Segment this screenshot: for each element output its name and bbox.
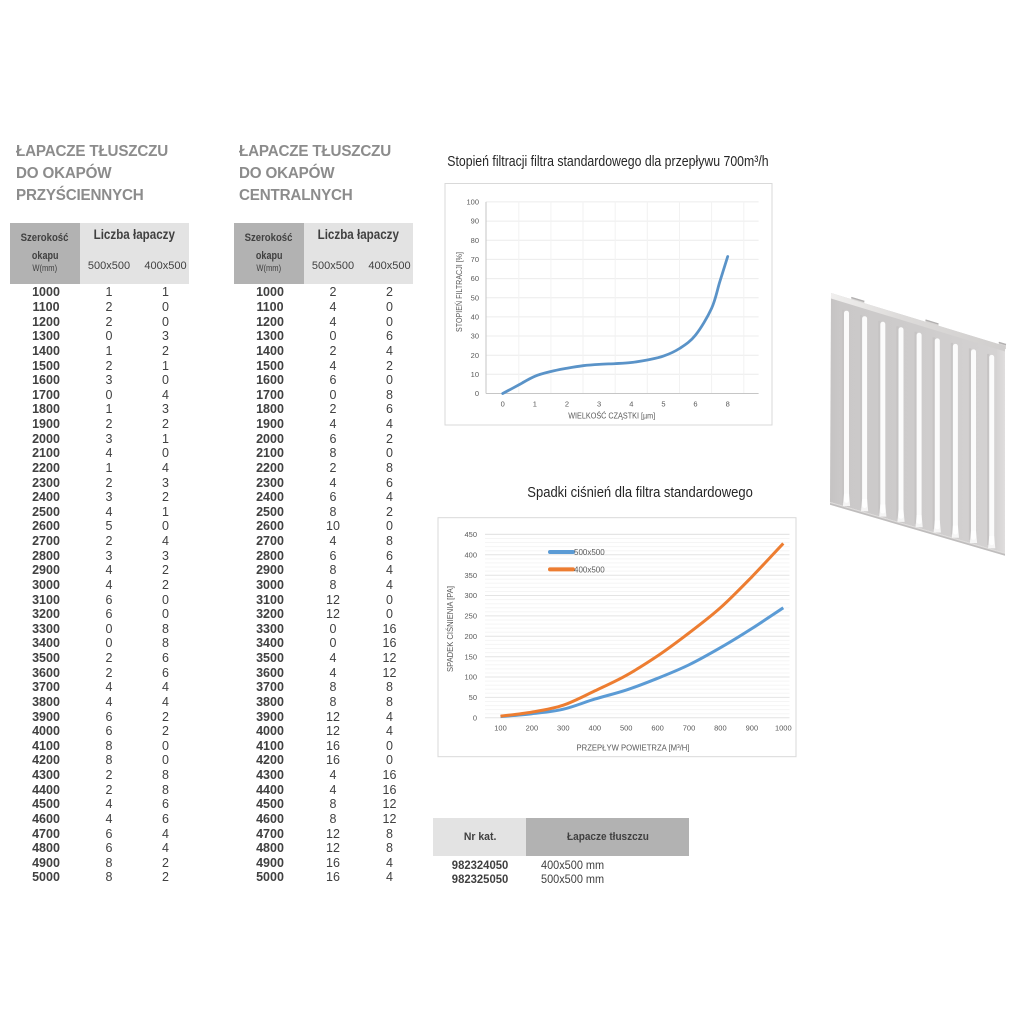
svg-text:400x500: 400x500 <box>574 565 605 574</box>
svg-text:30: 30 <box>471 332 479 341</box>
svg-text:300: 300 <box>557 724 570 733</box>
svg-text:WIELKOŚĆ CZĄSTKI [µm]: WIELKOŚĆ CZĄSTKI [µm] <box>568 412 655 421</box>
svg-text:10: 10 <box>471 370 479 379</box>
svg-text:70: 70 <box>471 255 479 264</box>
svg-text:8: 8 <box>726 400 730 409</box>
svg-text:100: 100 <box>466 198 479 207</box>
svg-text:250: 250 <box>464 612 477 621</box>
svg-text:800: 800 <box>714 724 727 733</box>
svg-text:200: 200 <box>464 632 477 641</box>
svg-text:20: 20 <box>471 351 479 360</box>
svg-text:0: 0 <box>501 400 505 409</box>
svg-text:100: 100 <box>494 724 507 733</box>
svg-text:40: 40 <box>471 313 479 322</box>
svg-text:300: 300 <box>464 591 477 600</box>
svg-text:500: 500 <box>620 724 633 733</box>
svg-text:SPADEK CIŚNIENIA [PA]: SPADEK CIŚNIENIA [PA] <box>446 586 455 672</box>
svg-text:2: 2 <box>565 400 569 409</box>
svg-text:350: 350 <box>464 571 477 580</box>
svg-text:600: 600 <box>651 724 664 733</box>
svg-text:50: 50 <box>471 293 479 302</box>
svg-text:200: 200 <box>526 724 539 733</box>
svg-text:400: 400 <box>464 550 477 559</box>
svg-text:500x500: 500x500 <box>574 548 605 557</box>
svg-text:5: 5 <box>661 400 665 409</box>
svg-text:0: 0 <box>475 389 479 398</box>
svg-text:700: 700 <box>683 724 696 733</box>
svg-text:6: 6 <box>693 400 697 409</box>
svg-text:50: 50 <box>469 693 477 702</box>
svg-text:90: 90 <box>471 217 479 226</box>
svg-text:400: 400 <box>589 724 602 733</box>
svg-text:80: 80 <box>471 236 479 245</box>
svg-text:PRZEPŁYW POWIETRZA [M³/H]: PRZEPŁYW POWIETRZA [M³/H] <box>577 743 690 753</box>
svg-text:450: 450 <box>464 530 477 539</box>
svg-text:0: 0 <box>473 713 477 722</box>
svg-text:4: 4 <box>629 400 633 409</box>
svg-text:150: 150 <box>464 652 477 661</box>
svg-text:1000: 1000 <box>775 724 792 733</box>
svg-text:3: 3 <box>597 400 601 409</box>
svg-text:100: 100 <box>464 673 477 682</box>
svg-text:1: 1 <box>533 400 537 409</box>
svg-text:STOPIEŃ FILTRACJI [%]: STOPIEŃ FILTRACJI [%] <box>455 252 464 332</box>
svg-text:60: 60 <box>471 274 479 283</box>
svg-text:900: 900 <box>746 724 759 733</box>
